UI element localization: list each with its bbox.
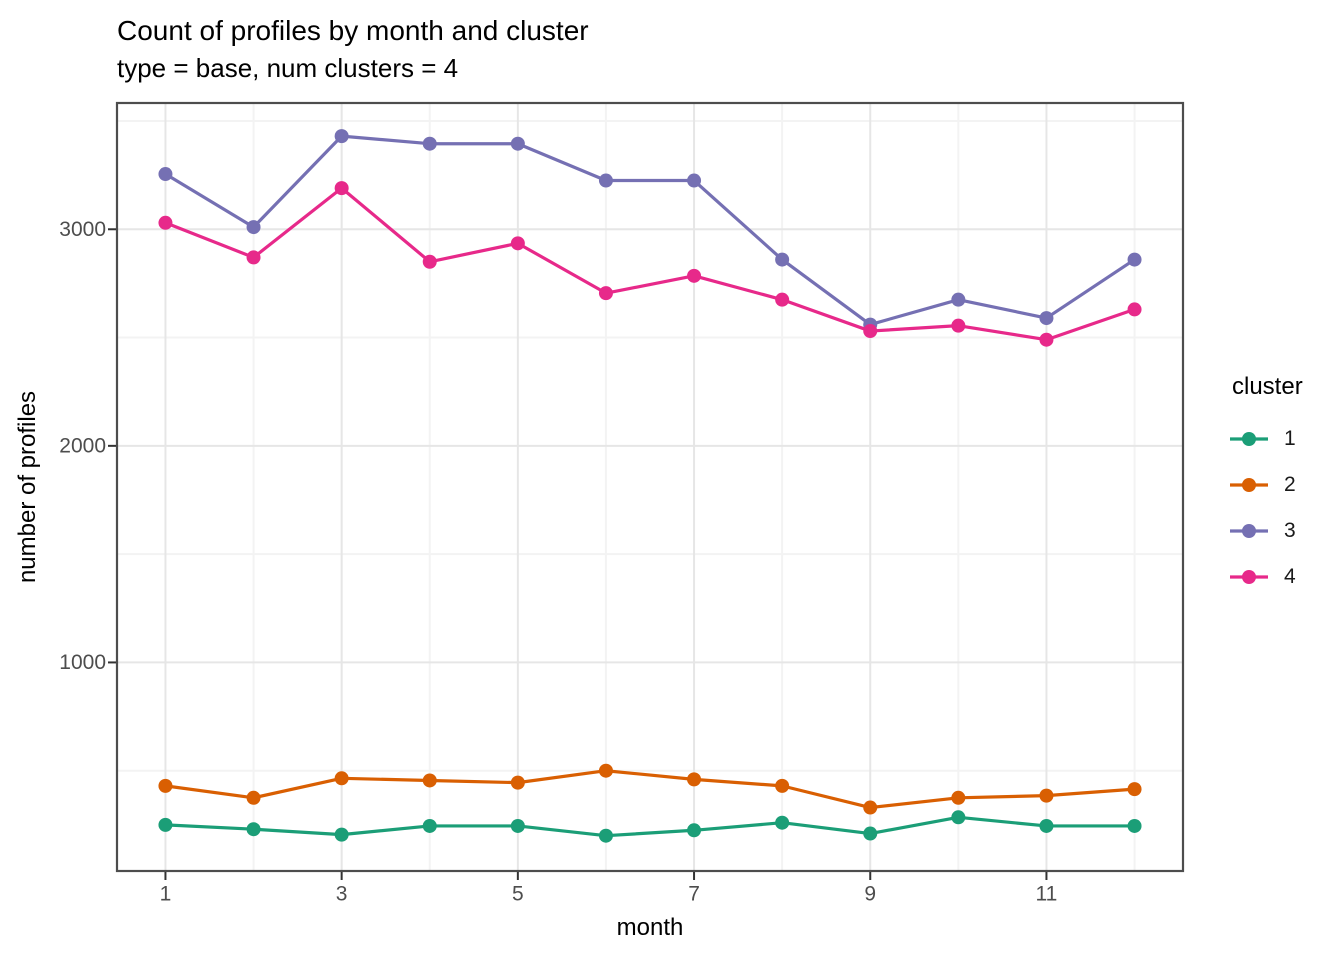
chart-title: Count of profiles by month and cluster — [117, 15, 589, 46]
data-point-cluster2 — [246, 790, 261, 805]
data-point-cluster2 — [422, 773, 437, 788]
x-tick-label: 1 — [160, 883, 172, 906]
data-point-cluster1 — [863, 826, 878, 841]
data-point-cluster1 — [951, 810, 966, 825]
chart-subtitle: type = base, num clusters = 4 — [117, 53, 459, 83]
legend-items: 1 2 3 4 — [1230, 416, 1303, 600]
data-point-cluster3 — [158, 167, 173, 182]
data-point-cluster2 — [1127, 782, 1142, 797]
series-line-3 — [163, 134, 1137, 327]
data-point-cluster2 — [687, 772, 702, 787]
data-point-cluster3 — [246, 220, 261, 235]
legend-key-dot — [1242, 570, 1256, 584]
legend-key-dot — [1242, 524, 1256, 538]
data-point-cluster1 — [158, 817, 173, 832]
data-point-cluster3 — [951, 292, 966, 307]
y-tick-label: 1000 — [59, 651, 106, 674]
x-tick-label: 7 — [688, 883, 700, 906]
x-tick-label: 3 — [336, 883, 348, 906]
x-tick-label: 9 — [864, 883, 876, 906]
series-line-2 — [163, 769, 1137, 810]
data-point-cluster1 — [687, 823, 702, 838]
data-point-cluster1 — [1127, 818, 1142, 833]
data-point-cluster3 — [598, 173, 613, 188]
data-point-cluster1 — [775, 815, 790, 830]
legend-item-1: 1 — [1230, 416, 1303, 462]
legend-key-icon — [1230, 478, 1268, 492]
y-tick-label: 2000 — [59, 434, 106, 457]
legend-item-label: 3 — [1284, 519, 1296, 542]
data-point-cluster1 — [1039, 818, 1054, 833]
data-point-cluster3 — [1127, 252, 1142, 267]
data-point-cluster4 — [1127, 302, 1142, 317]
legend-key-dot — [1242, 432, 1256, 446]
legend-item-2: 2 — [1230, 462, 1303, 508]
data-point-cluster2 — [1039, 788, 1054, 803]
data-point-cluster4 — [1039, 332, 1054, 347]
legend-item-label: 2 — [1284, 473, 1296, 496]
legend-item-label: 1 — [1284, 427, 1296, 450]
legend-key-icon — [1230, 570, 1268, 584]
data-point-cluster1 — [422, 818, 437, 833]
data-point-cluster2 — [510, 775, 525, 790]
x-tick-label: 11 — [1036, 883, 1058, 906]
data-point-cluster3 — [775, 252, 790, 267]
data-point-cluster4 — [158, 215, 173, 230]
data-point-cluster2 — [951, 790, 966, 805]
data-point-cluster1 — [334, 827, 349, 842]
legend-key-icon — [1230, 524, 1268, 538]
y-axis-title: number of profiles — [14, 390, 41, 584]
data-point-cluster4 — [687, 268, 702, 283]
data-point-cluster4 — [510, 236, 525, 251]
legend-item-4: 4 — [1230, 554, 1303, 600]
legend: cluster 1 2 3 4 — [1230, 373, 1303, 600]
series-line-4 — [163, 186, 1137, 342]
data-point-cluster2 — [775, 778, 790, 793]
data-point-cluster1 — [246, 822, 261, 837]
data-point-cluster4 — [951, 318, 966, 333]
data-point-cluster3 — [687, 173, 702, 188]
data-point-cluster1 — [598, 828, 613, 843]
data-point-cluster3 — [510, 136, 525, 151]
data-point-cluster2 — [334, 771, 349, 786]
x-axis-title: month — [616, 914, 684, 941]
legend-item-3: 3 — [1230, 508, 1303, 554]
panel-background — [117, 103, 1183, 871]
legend-key-dot — [1242, 478, 1256, 492]
data-point-cluster4 — [422, 254, 437, 269]
data-point-cluster4 — [334, 181, 349, 196]
data-point-cluster4 — [246, 250, 261, 265]
data-point-cluster4 — [775, 292, 790, 307]
panel-border — [115, 101, 1185, 873]
legend-title: cluster — [1232, 373, 1303, 400]
x-tick-label: 5 — [512, 883, 524, 906]
data-point-cluster2 — [598, 763, 613, 778]
y-tick-label: 3000 — [59, 218, 106, 241]
data-point-cluster3 — [334, 129, 349, 144]
data-point-cluster3 — [422, 136, 437, 151]
data-point-cluster1 — [510, 818, 525, 833]
data-point-cluster2 — [158, 778, 173, 793]
legend-item-label: 4 — [1284, 565, 1296, 588]
data-point-cluster4 — [598, 286, 613, 301]
data-point-cluster2 — [863, 800, 878, 815]
data-point-cluster4 — [863, 324, 878, 339]
legend-key-icon — [1230, 432, 1268, 446]
data-point-cluster3 — [1039, 311, 1054, 326]
series-line-1 — [163, 815, 1137, 838]
